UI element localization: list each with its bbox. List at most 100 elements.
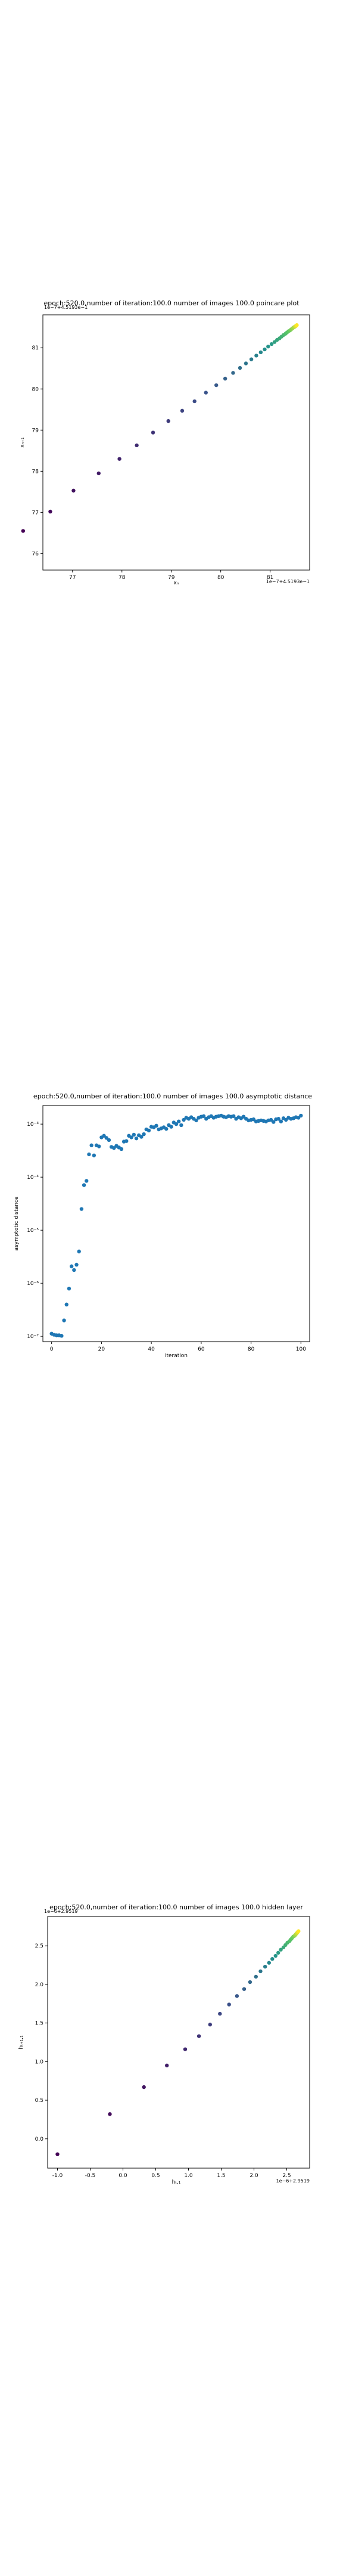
- data-point: [87, 1152, 91, 1157]
- data-point: [272, 1120, 276, 1124]
- data-point: [166, 419, 170, 423]
- x-tick-label: 80: [248, 1346, 255, 1352]
- data-point: [197, 2034, 201, 2038]
- y-tick-label: 10⁻⁵: [27, 1228, 39, 1234]
- y-tick-label: 2.0: [35, 1982, 44, 1988]
- x-tick-label: 2.0: [250, 2173, 258, 2179]
- data-point: [231, 371, 235, 375]
- data-point: [266, 344, 270, 349]
- data-point: [139, 1135, 144, 1139]
- asymptotic-distance-plot: epoch:520.0,number of iteration:100.0 nu…: [14, 1092, 312, 1359]
- data-point: [263, 1964, 267, 1969]
- data-point: [89, 1143, 93, 1147]
- hidden-layer-plot: epoch:520.0,number of iteration:100.0 nu…: [18, 1903, 310, 2185]
- y-tick-label: 81: [32, 345, 39, 351]
- data-point: [107, 1138, 111, 1143]
- y-tick-label: 78: [32, 469, 39, 475]
- data-point: [102, 1134, 106, 1138]
- x-ticks: -1.0 -0.5 0.0 0.5 1.0 1.5 2.0 2.5: [52, 2168, 291, 2179]
- data-point: [179, 1123, 183, 1128]
- data-point: [183, 2047, 188, 2051]
- data-point: [79, 1207, 84, 1211]
- points-group: [55, 1929, 301, 2156]
- data-point: [132, 1132, 136, 1137]
- data-point: [192, 399, 197, 404]
- x-tick-label: 2.5: [282, 2173, 291, 2179]
- data-point: [119, 1147, 124, 1151]
- data-point: [151, 431, 155, 435]
- poincare-plot: epoch:520.0,number of iteration:100.0 nu…: [20, 299, 310, 586]
- data-point: [284, 1117, 288, 1122]
- data-point: [124, 1139, 129, 1143]
- data-point: [273, 1953, 277, 1958]
- data-point: [104, 1136, 108, 1140]
- chart-title: epoch:520.0,number of iteration:100.0 nu…: [33, 1092, 312, 1100]
- data-point: [258, 350, 263, 355]
- data-point: [241, 1114, 246, 1119]
- data-point: [251, 1117, 255, 1122]
- data-point: [117, 457, 121, 461]
- data-point: [176, 1119, 181, 1123]
- data-point: [174, 1122, 179, 1126]
- data-point: [279, 1119, 283, 1123]
- data-point: [164, 1126, 169, 1131]
- y-offset-text: 1e−7+4.5193e−1: [44, 305, 88, 310]
- x-tick-label: 77: [69, 575, 76, 581]
- plot-frame: [47, 1916, 310, 2169]
- chart-title: epoch:520.0,number of iteration:100.0 nu…: [43, 299, 300, 307]
- y-tick-label: 77: [32, 510, 39, 516]
- y-axis-label: hₜ₊₁,₁: [18, 2035, 24, 2049]
- y-axis-label: xₙ₊₁: [20, 437, 26, 448]
- plot-frame: [42, 314, 310, 571]
- data-point: [96, 471, 101, 475]
- data-point: [244, 361, 248, 366]
- data-point: [129, 1135, 133, 1140]
- data-point: [182, 1117, 186, 1122]
- data-point: [258, 1969, 263, 1974]
- data-point: [97, 1144, 101, 1148]
- data-point: [60, 1334, 64, 1338]
- data-point: [108, 2112, 112, 2116]
- data-point: [297, 1929, 301, 1933]
- y-tick-label: 79: [32, 428, 39, 434]
- y-tick-label: 10⁻⁷: [27, 1334, 39, 1340]
- data-point: [267, 1961, 271, 1965]
- x-tick-label: 0.5: [151, 2173, 160, 2179]
- data-point: [21, 529, 26, 533]
- x-axis-label: iteration: [165, 1353, 188, 1359]
- x-tick-label: 79: [168, 575, 175, 581]
- data-point: [269, 342, 274, 346]
- points-group: [21, 323, 299, 533]
- data-point: [142, 1132, 146, 1137]
- x-tick-label: 80: [217, 575, 224, 581]
- x-tick-label: -1.0: [52, 2173, 63, 2179]
- x-tick-label: 0.0: [119, 2173, 127, 2179]
- data-point: [112, 1145, 116, 1150]
- y-tick-label: 0.0: [35, 2137, 44, 2142]
- y-ticks: 0.0 0.5 1.0 1.5 2.0 2.5: [35, 1943, 48, 2142]
- data-point: [204, 391, 208, 395]
- data-point: [180, 408, 185, 413]
- y-tick-label: 80: [32, 386, 39, 392]
- x-tick-label: 40: [148, 1346, 155, 1352]
- data-point: [169, 1125, 173, 1129]
- y-tick-label: 10⁻³: [27, 1122, 39, 1128]
- data-point: [85, 1179, 89, 1183]
- data-point: [269, 1117, 273, 1122]
- data-point: [295, 323, 299, 327]
- data-point: [276, 1117, 280, 1121]
- chart-title: epoch:520.0,number of iteration:100.0 nu…: [49, 1903, 303, 1911]
- data-point: [142, 2085, 146, 2089]
- y-tick-label: 2.5: [35, 1943, 43, 1949]
- y-tick-label: 1.5: [35, 2021, 43, 2027]
- y-axis-label: asymptotic distance: [14, 1196, 20, 1250]
- data-point: [276, 1950, 280, 1955]
- x-tick-label: 60: [198, 1346, 205, 1352]
- data-point: [248, 1980, 252, 1984]
- x-offset-text: 1e−6+2.9519: [276, 2178, 310, 2184]
- data-point: [154, 1123, 158, 1128]
- y-tick-label: 10⁻⁴: [27, 1175, 39, 1181]
- data-point: [77, 1249, 81, 1253]
- x-tick-label: 78: [119, 575, 126, 581]
- y-ticks: 76 77 78 79 80 81: [32, 345, 43, 557]
